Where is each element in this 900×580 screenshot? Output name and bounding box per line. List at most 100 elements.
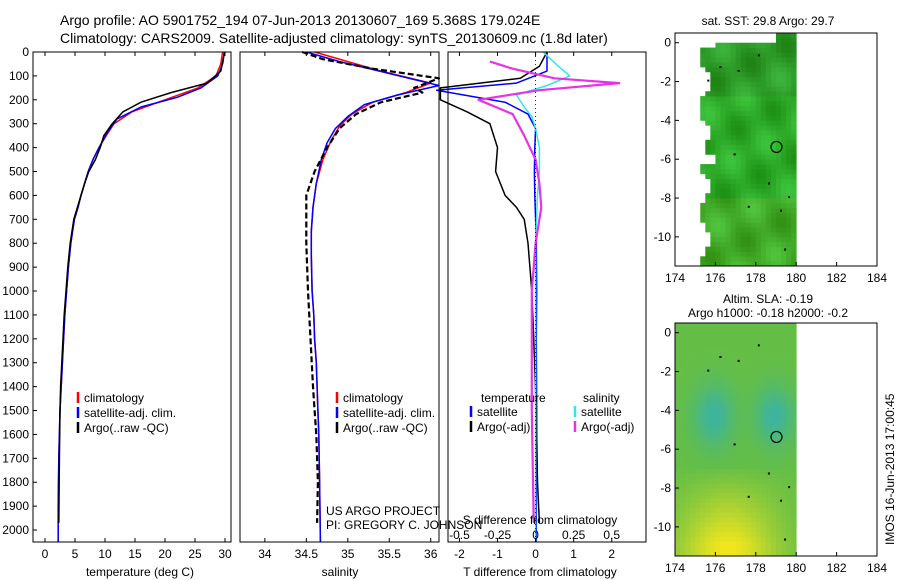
sst_map-cell: [710, 246, 716, 252]
sla_map-cell: [745, 410, 752, 416]
sst_map-cell: [735, 261, 742, 267]
sla_map-cell: [720, 492, 726, 499]
sst_map-cell: [740, 251, 747, 257]
sst_map-cell: [786, 251, 792, 257]
sst_map-cell: [745, 164, 752, 170]
sst_map-cell: [776, 173, 782, 180]
sst_map-cell: [750, 149, 757, 155]
sla_map-cell: [700, 449, 706, 455]
salinity-axes-frame: [239, 51, 440, 543]
sla_map-cell: [695, 454, 701, 460]
sla_map-cell: [765, 361, 772, 368]
sst_map-cell: [740, 76, 747, 82]
sla_map-cell: [685, 371, 691, 377]
sla_map-cell: [735, 342, 742, 348]
sst_map-cell: [725, 159, 731, 165]
sla_map-cell: [675, 507, 681, 513]
sst_map-cell: [760, 164, 767, 170]
sst_map-cell: [710, 71, 716, 78]
sla_map-cell: [690, 483, 696, 489]
sst_map-cell: [770, 42, 777, 48]
sla_map-cell: [786, 352, 792, 358]
sst_map-cell: [776, 52, 782, 58]
sla_map-cell: [720, 352, 726, 358]
sst_map-cell: [786, 33, 792, 39]
sst_map-cell: [740, 139, 747, 146]
sst_map-cell: [781, 246, 787, 252]
sla_map-cell: [700, 536, 706, 542]
sla_map-cell: [705, 337, 711, 343]
sst_map-cell: [765, 139, 772, 146]
sst_map-cell: [770, 57, 777, 63]
sla_map-cell: [730, 337, 736, 343]
sla_map-cell: [695, 429, 701, 436]
sst_map-cell: [705, 193, 711, 199]
sla_map-cell: [685, 473, 691, 479]
sla_map-cell: [685, 526, 691, 533]
sla_map-cell: [755, 488, 762, 494]
sst_map-cell: [760, 42, 767, 48]
sla_map-cell: [735, 424, 742, 431]
sst_map-cell: [755, 251, 762, 257]
sla_map-cell: [765, 536, 772, 542]
sst_map-cell: [715, 57, 721, 63]
sla_map-cell: [700, 400, 706, 406]
sst_map-cell: [715, 217, 721, 223]
sla_map-cell: [770, 541, 777, 547]
sst_map-cell: [791, 227, 797, 233]
sst_map-cell: [781, 105, 787, 112]
sla_map-cell: [725, 371, 731, 377]
sla_map-cell: [705, 429, 711, 436]
sla_map-cell: [685, 444, 691, 450]
sla_map-cell: [781, 463, 787, 470]
sla_map-cell: [680, 395, 686, 402]
sst_map-cell: [791, 159, 797, 165]
sst_map-cell: [735, 246, 742, 252]
temperature-ytick-label-19: 1900: [2, 499, 29, 513]
sla_map-cell: [781, 517, 787, 523]
sla_map-cell: [740, 497, 747, 503]
sla_map-cell: [765, 526, 772, 533]
temperature-xtick-label-4: 20: [158, 547, 172, 561]
sst_map-xtick-label-5: 184: [867, 271, 887, 285]
sst_map-cell: [740, 144, 747, 150]
sla_map-cell: [760, 463, 767, 470]
sst_map-cell: [776, 110, 782, 116]
sla_map-cell: [750, 444, 757, 450]
sla_map-cell: [786, 502, 792, 508]
sla_map-cell: [786, 386, 792, 392]
sla_map-cell: [685, 400, 691, 406]
sst_map-cell: [760, 47, 767, 53]
sst_map-cell: [791, 168, 797, 175]
sst_map-cell: [765, 246, 772, 252]
sla_map-cell: [725, 410, 731, 416]
sla_map-cell: [715, 444, 721, 450]
sla_map-cell: [760, 371, 767, 377]
sla_map-cell: [725, 512, 731, 518]
sla_map-cell: [695, 405, 701, 411]
sla_map-cell: [680, 546, 686, 552]
sla_map-cell: [680, 386, 686, 392]
sst_map-cell: [786, 236, 792, 243]
sst_map-island-7: [780, 209, 783, 212]
sst_map-cell: [710, 134, 716, 141]
sla_map-cell: [750, 454, 757, 460]
sst_map-cell: [781, 207, 787, 213]
sla_map-cell: [781, 531, 787, 537]
sst_map-cell: [786, 91, 792, 97]
sla_map-cell: [710, 347, 716, 353]
sla_map-cell: [720, 531, 726, 537]
sla_map-cell: [755, 424, 762, 431]
sst_map-cell: [786, 115, 792, 121]
sla_map-cell: [735, 410, 742, 416]
sst_map-cell: [760, 212, 767, 218]
sla_map-cell: [715, 332, 721, 338]
sst_map-cell: [705, 246, 711, 252]
sst_map-cell: [720, 139, 726, 146]
sst_map-cell: [700, 105, 706, 112]
sla_map-cell: [685, 386, 691, 392]
sst_map-cell: [755, 222, 762, 228]
sla_map-cell: [786, 488, 792, 494]
sla_map-cell: [720, 458, 726, 465]
sla_map-cell: [791, 463, 797, 470]
